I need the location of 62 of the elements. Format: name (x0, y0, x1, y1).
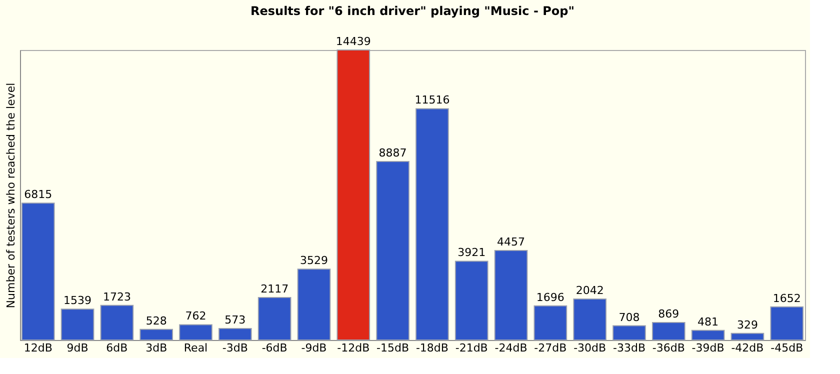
data-label: 1723 (102, 290, 131, 304)
bar (60, 308, 94, 340)
x-tick-label: -18dB (416, 342, 448, 354)
data-label: 2042 (576, 284, 604, 297)
x-tick-label: 3dB (146, 342, 168, 354)
x-tick-label: -27dB (534, 342, 567, 354)
bar (612, 325, 646, 340)
bar (454, 260, 488, 340)
x-tick-label: 12dB (24, 342, 52, 354)
data-label: 708 (618, 310, 640, 324)
data-label: 2117 (260, 282, 289, 296)
data-label: 4457 (497, 235, 526, 248)
data-label: 3529 (300, 254, 328, 268)
bar (494, 250, 528, 340)
y-axis-title: Number of testers who reached the level (4, 82, 18, 308)
bar (573, 298, 606, 340)
bar (179, 324, 212, 340)
x-tick-label: -12dB (337, 342, 370, 354)
data-label: 573 (224, 313, 246, 326)
x-tick-label: 9dB (66, 342, 88, 354)
data-label: 1652 (772, 292, 801, 305)
bar (652, 322, 686, 340)
x-tick-label: -30dB (574, 342, 606, 354)
bar (100, 304, 134, 340)
bar (336, 50, 370, 340)
bar (258, 296, 292, 340)
data-label: 481 (698, 315, 719, 328)
data-label: 329 (736, 318, 758, 332)
x-tick-label: -3dB (222, 342, 248, 354)
bar (691, 330, 725, 340)
x-tick-label: Real (184, 342, 208, 354)
x-tick-label: -6dB (262, 342, 288, 354)
data-label: 1696 (536, 290, 564, 304)
data-label: 3921 (458, 246, 486, 260)
bar (770, 306, 804, 340)
data-label: 6815 (24, 188, 52, 202)
data-label: 1539 (64, 294, 92, 308)
bar (21, 202, 55, 340)
bar (416, 108, 449, 340)
bar (297, 268, 331, 340)
data-label: 8887 (378, 146, 407, 160)
x-tick-label: -42dB (731, 342, 764, 354)
data-label: 14439 (336, 35, 371, 48)
bar (534, 305, 568, 340)
x-tick-label: -45dB (770, 342, 804, 354)
x-tick-label: -9dB (301, 342, 327, 354)
x-tick-label: -15dB (376, 342, 410, 354)
bar (730, 332, 764, 340)
data-label: 528 (146, 314, 167, 328)
bar (218, 328, 252, 340)
x-tick-label: -24dB (494, 342, 528, 354)
chart-title: Results for "6 inch driver" playing "Music - Pop" (250, 4, 574, 18)
x-tick-label: -36dB (652, 342, 685, 354)
x-tick-label: 6dB (106, 342, 128, 354)
x-tick-label: -33dB (612, 342, 646, 354)
x-tick-label: -39dB (692, 342, 724, 354)
x-tick-label: -21dB (455, 342, 488, 354)
bar (140, 328, 174, 340)
data-label: 869 (658, 308, 680, 321)
data-label: 11516 (414, 94, 450, 107)
bar (376, 161, 410, 340)
data-label: 762 (185, 310, 206, 323)
